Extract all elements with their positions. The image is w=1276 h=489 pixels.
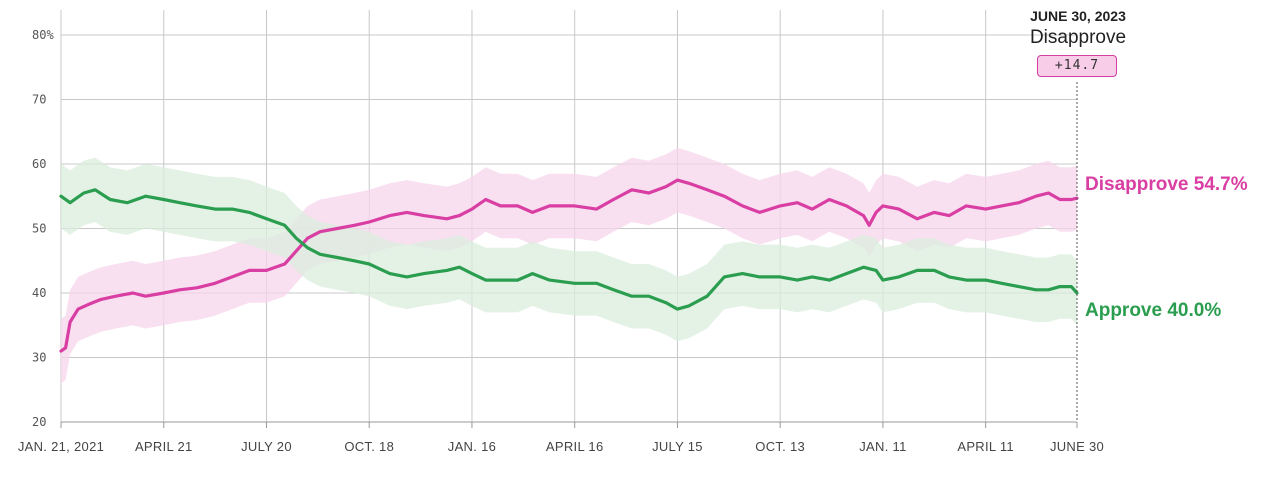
x-tick-label: JAN. 21, 2021 bbox=[18, 439, 104, 454]
x-tick-label: OCT. 18 bbox=[344, 439, 394, 454]
x-tick-label: JUNE 30 bbox=[1050, 439, 1104, 454]
x-tick-label: OCT. 13 bbox=[755, 439, 805, 454]
x-tick-label: APRIL 16 bbox=[546, 439, 604, 454]
x-tick-label: JAN. 16 bbox=[448, 439, 496, 454]
disapprove-band bbox=[61, 147, 1077, 384]
axes: 20 30 40 50 60 70 80% JAN. 21, 2021 APRIL 21 JULY… bbox=[18, 28, 1104, 454]
x-tick-label: JAN. 11 bbox=[859, 439, 906, 454]
y-tick-label: 80% bbox=[32, 28, 54, 42]
x-tick-label: JULY 15 bbox=[652, 439, 703, 454]
y-tick-label: 20 bbox=[32, 415, 46, 429]
approve-line bbox=[59, 188, 1079, 311]
series-lines bbox=[59, 178, 1079, 353]
y-tick-label: 70 bbox=[32, 93, 46, 107]
y-tick-label: 50 bbox=[32, 222, 46, 236]
uncertainty-bands bbox=[61, 147, 1077, 384]
hover-leader-label: Disapprove bbox=[1029, 27, 1127, 48]
margin-badge: +14.7 bbox=[1037, 55, 1117, 77]
y-tick-label: 40 bbox=[32, 286, 46, 300]
x-tick-label: APRIL 11 bbox=[957, 439, 1014, 454]
y-tick-label: 60 bbox=[32, 157, 46, 171]
x-tick-label: APRIL 21 bbox=[135, 439, 193, 454]
disapprove-line bbox=[59, 178, 1079, 353]
y-tick-label: 30 bbox=[32, 351, 46, 365]
approve-band bbox=[61, 157, 1077, 342]
hover-date-label: JUNE 30, 2023 bbox=[1030, 8, 1126, 24]
approve-end-label: Approve 40.0% bbox=[1085, 300, 1222, 321]
x-tick-label: JULY 20 bbox=[241, 439, 292, 454]
disapprove-end-label: Disapprove 54.7% bbox=[1085, 174, 1248, 195]
